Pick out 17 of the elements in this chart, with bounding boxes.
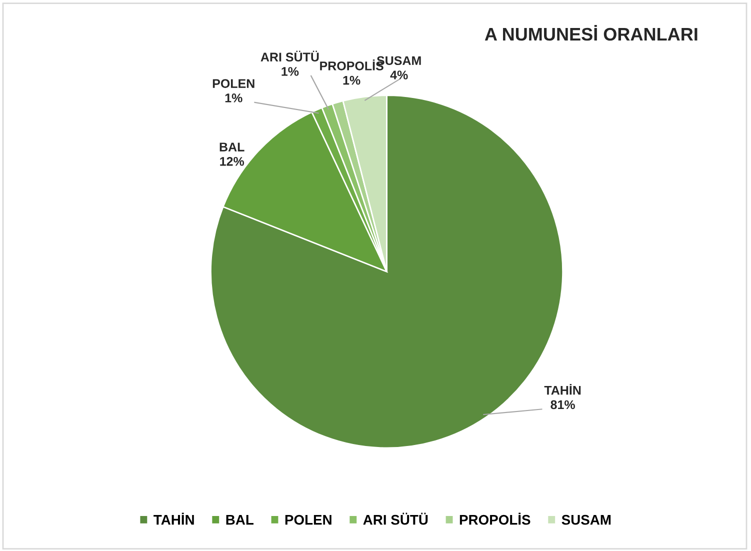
data-label: 81% — [550, 400, 575, 410]
slice-label: POLEN — [212, 79, 254, 88]
legend-label: TAHİN — [154, 512, 194, 525]
data-label: 1% — [343, 76, 360, 85]
slice-label: ARI SÜTÜ — [260, 50, 319, 62]
data-label: 1% — [282, 67, 299, 76]
data-label: 12% — [220, 156, 244, 166]
data-label: 1% — [225, 94, 242, 102]
legend-label: ARI SÜTÜ — [363, 512, 428, 525]
slice-label: BAL — [220, 142, 244, 152]
legend-label: PROPOLİS — [460, 512, 530, 525]
data-label: 4% — [390, 70, 408, 80]
chart-title: A NUMUNESİ ORANLARI — [484, 25, 698, 41]
legend-label: POLEN — [285, 514, 332, 525]
legend-label: SUSAM — [562, 514, 611, 525]
slice-label: TAHİN — [544, 384, 581, 395]
legend-label: BAL — [226, 515, 254, 525]
